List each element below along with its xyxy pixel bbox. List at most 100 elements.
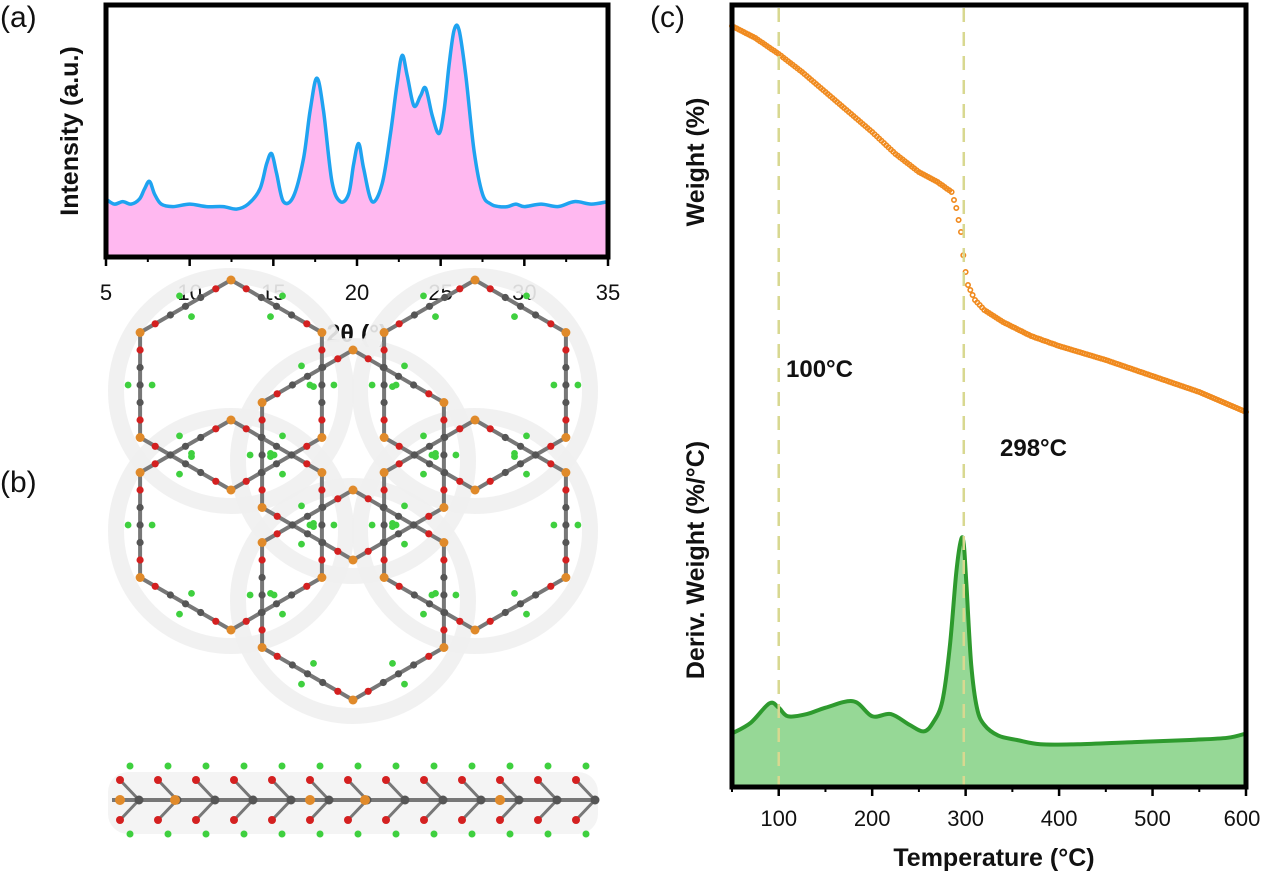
chain-bond xyxy=(536,798,559,822)
atom xyxy=(562,556,570,564)
atom xyxy=(166,451,174,459)
metal-atom xyxy=(170,795,180,805)
atom xyxy=(303,530,312,538)
atom xyxy=(318,521,326,529)
atom xyxy=(319,503,327,512)
metal-atom xyxy=(561,573,571,582)
atom xyxy=(440,416,448,424)
atom xyxy=(303,320,311,328)
chlorine-atom xyxy=(316,830,324,838)
atom xyxy=(181,442,190,450)
chlorine-atom xyxy=(420,470,427,478)
metal-atom xyxy=(470,275,480,285)
atom xyxy=(382,816,390,824)
chlorine-atom xyxy=(468,830,476,838)
atom xyxy=(547,460,555,468)
atom xyxy=(394,372,403,380)
atom xyxy=(272,600,281,608)
xrd-tick-label: 35 xyxy=(596,280,620,305)
atom xyxy=(210,795,220,805)
metal-atom xyxy=(439,503,449,512)
atom xyxy=(181,460,190,468)
chain-bond xyxy=(384,778,407,802)
atom xyxy=(334,547,342,555)
chlorine-atom xyxy=(468,762,476,770)
atom xyxy=(440,451,448,459)
chlorine-atom xyxy=(506,830,514,838)
atom xyxy=(344,816,352,824)
atom xyxy=(273,652,281,660)
metal-atom xyxy=(439,538,449,547)
chlorine-atom xyxy=(582,762,590,770)
metal-atom xyxy=(305,795,315,805)
chlorine-atom xyxy=(401,540,408,548)
atom xyxy=(380,556,388,564)
atom xyxy=(364,355,372,363)
chain-bond xyxy=(498,778,521,802)
metal-atom xyxy=(135,573,145,582)
tga-x-axis-title: Temperature (°C) xyxy=(893,844,1094,872)
atom xyxy=(410,451,418,459)
atom xyxy=(380,538,388,547)
chlorine-atom xyxy=(202,830,210,838)
atom xyxy=(151,460,159,468)
atom xyxy=(136,521,144,529)
atom xyxy=(395,460,403,468)
atom xyxy=(562,521,570,529)
chlorine-atom xyxy=(278,830,286,838)
atom xyxy=(288,521,296,529)
atom xyxy=(410,381,418,389)
chlorine-atom xyxy=(148,521,156,529)
chain-bond xyxy=(232,798,255,822)
tga-tick-label: 200 xyxy=(854,806,891,831)
chain-bond xyxy=(308,798,331,822)
atom xyxy=(318,486,326,494)
atom xyxy=(394,670,403,678)
atom xyxy=(306,816,314,824)
atom xyxy=(230,776,238,784)
atom xyxy=(364,495,372,503)
atom xyxy=(486,425,494,433)
chlorine-atom xyxy=(354,762,362,770)
atom xyxy=(395,442,403,450)
chlorine-atom xyxy=(523,292,530,300)
atom xyxy=(380,363,388,372)
atom xyxy=(562,346,570,354)
chlorine-atom xyxy=(550,381,558,389)
chain-bond xyxy=(536,778,559,802)
chlorine-atom xyxy=(574,521,582,529)
tga-point xyxy=(964,281,971,288)
metal-atom xyxy=(135,468,145,477)
atom xyxy=(197,608,205,617)
atom xyxy=(501,468,509,477)
metal-atom xyxy=(348,485,358,495)
atom xyxy=(516,302,525,310)
atom xyxy=(380,381,388,389)
atom xyxy=(425,600,434,608)
atom xyxy=(456,477,464,485)
atom xyxy=(572,816,580,824)
atom xyxy=(136,381,144,389)
metal-atom xyxy=(470,485,480,495)
chlorine-atom xyxy=(389,660,396,667)
chain-bond xyxy=(270,778,293,802)
atom xyxy=(516,442,525,450)
atom xyxy=(212,617,220,625)
atom xyxy=(534,816,542,824)
atom xyxy=(318,398,326,407)
chlorine-atom xyxy=(316,762,324,770)
chain-bond xyxy=(194,798,217,822)
tga-tick-label: 600 xyxy=(1224,806,1261,831)
metal-atom xyxy=(348,345,358,355)
atom xyxy=(192,776,200,784)
tga-tick-label: 300 xyxy=(947,806,984,831)
metal-atom xyxy=(348,695,358,705)
atom xyxy=(394,530,403,538)
atom xyxy=(438,795,448,805)
atom xyxy=(441,433,449,442)
atom xyxy=(136,363,144,372)
atom xyxy=(380,486,388,494)
atom xyxy=(197,468,205,477)
atom xyxy=(318,346,326,354)
